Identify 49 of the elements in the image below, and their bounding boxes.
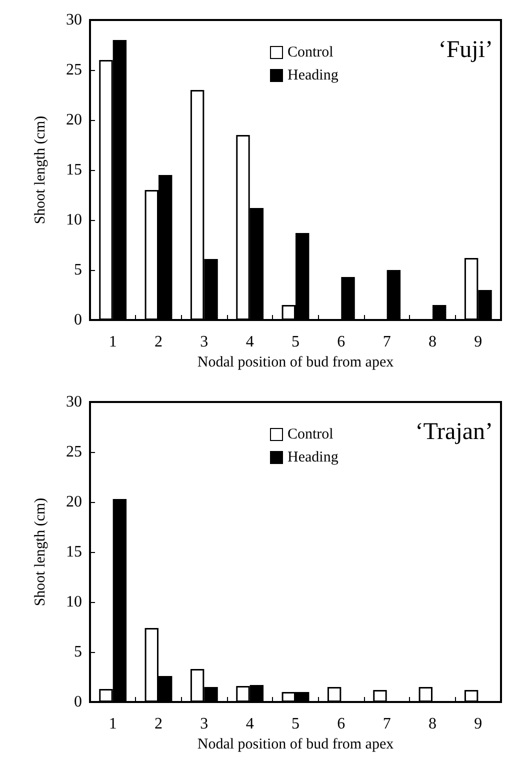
x-tick-label: 6 [337,716,346,732]
x-tick-label: 6 [337,334,346,350]
legend-label: Heading [288,450,339,466]
legend-label: Control [288,44,334,60]
y-tick-label: 10 [66,212,82,228]
x-axis-title: Nodal position of bud from apex [197,354,394,370]
x-tick-label: 5 [292,334,300,350]
y-tick-label: 0 [74,694,82,710]
y-axis-title: Shoot length (cm) [32,116,48,224]
x-tick-label: 1 [108,716,117,732]
x-tick-label: 2 [154,716,162,732]
y-tick-label: 10 [66,594,82,610]
x-tick-label: 7 [382,334,391,350]
bar [432,305,446,320]
x-tick-label: 9 [474,334,482,350]
x-tick-label: 8 [428,716,436,732]
y-axis-title: Shoot length (cm) [32,498,48,606]
bar [464,690,478,702]
y-tick-label: 20 [66,494,82,510]
y-tick-label: 5 [74,644,82,660]
x-tick-label: 3 [200,334,208,350]
y-tick-label: 5 [74,262,82,278]
x-tick-label: 9 [474,716,482,732]
y-tick-label: 30 [66,12,82,28]
x-tick-label: 5 [292,716,300,732]
x-tick-label: 4 [246,334,254,350]
annotation: ‘Trajan’ [415,419,493,445]
x-tick-label: 8 [428,334,436,350]
bar [341,277,355,320]
annotation: ‘Fuji’ [438,37,494,63]
x-axis-title: Nodal position of bud from apex [197,736,394,752]
x-tick-label: 3 [200,716,208,732]
legend-label: Heading [288,68,339,84]
y-tick-label: 25 [66,62,82,78]
y-tick-label: 15 [66,162,82,178]
x-tick-label: 1 [108,334,117,350]
legend-label: Control [288,426,334,442]
x-tick-label: 7 [382,716,391,732]
y-tick-label: 0 [74,312,82,328]
y-tick-label: 30 [66,394,82,410]
bar [418,687,432,702]
y-tick-label: 15 [66,544,82,560]
bar [327,687,342,702]
bar [386,270,401,320]
y-tick-label: 25 [66,444,82,460]
x-tick-label: 4 [246,716,254,732]
y-tick-label: 20 [66,112,82,128]
x-tick-label: 2 [154,334,162,350]
bar [373,690,387,702]
